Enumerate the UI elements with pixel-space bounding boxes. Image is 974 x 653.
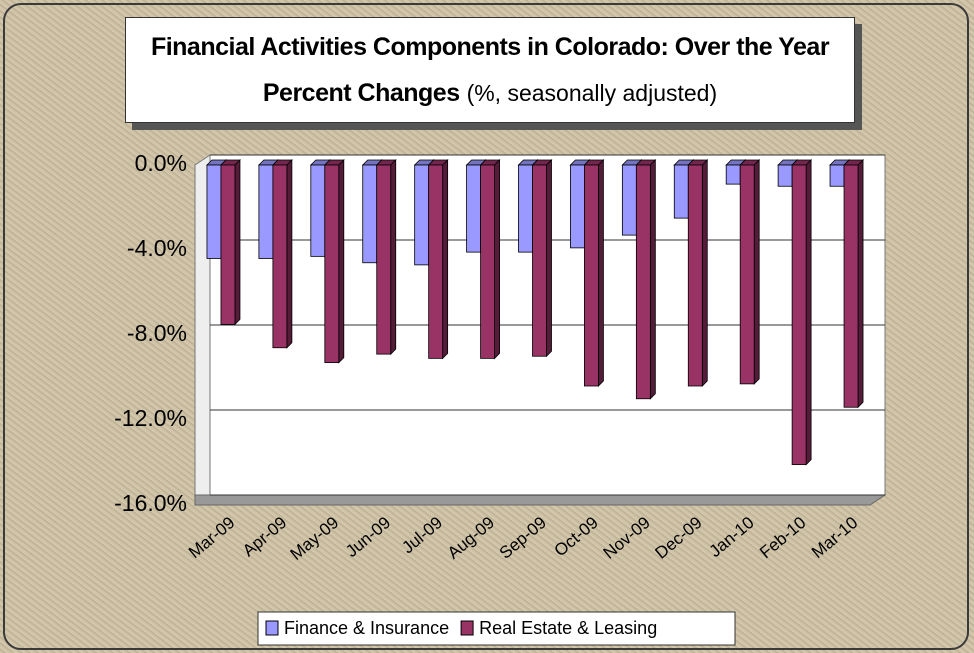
bar [323, 159, 345, 364]
bar-face [777, 164, 793, 187]
bar [843, 159, 865, 409]
bar [635, 159, 657, 400]
bar-face [324, 164, 340, 364]
bar-face [584, 164, 599, 387]
chart-title: Financial Activities Components in Color… [150, 33, 830, 107]
legend-box [257, 611, 736, 646]
x-tick-label: Jan-10 [706, 513, 758, 561]
y-tick-label: -12.0% [114, 405, 187, 431]
bar [427, 159, 449, 360]
bar-face [687, 164, 703, 387]
bar-face [621, 164, 637, 236]
bar-face [829, 164, 845, 187]
bar-side [494, 159, 500, 360]
bar-face [791, 164, 807, 466]
bar-face [258, 164, 274, 259]
bar-face [376, 164, 392, 355]
legend-swatch [460, 620, 474, 636]
bar [583, 159, 605, 387]
chart-panel [3, 3, 969, 650]
bar-face [362, 164, 378, 264]
bar [479, 159, 501, 360]
x-tick-label: Aug-09 [444, 513, 498, 563]
bar-side [857, 159, 864, 409]
bar-face [220, 164, 236, 325]
bar-face [673, 164, 689, 219]
bar-face [466, 164, 481, 253]
x-tick-label: May-09 [287, 513, 343, 564]
bar-face [428, 164, 444, 359]
bar-side [390, 159, 397, 356]
bar-side [286, 159, 293, 349]
bar [271, 159, 293, 349]
bar [687, 159, 709, 387]
bar [219, 159, 241, 326]
bar-side [338, 159, 345, 364]
bar [531, 159, 553, 358]
title-box: Financial Activities Components in Color… [125, 17, 855, 123]
bar-side [546, 159, 552, 358]
bar [739, 159, 761, 385]
x-tick-label: Feb-10 [756, 513, 809, 562]
x-tick-label: Jul-09 [398, 513, 446, 557]
x-tick-label: Nov-09 [600, 513, 654, 563]
floor [194, 494, 887, 506]
legend-swatch [265, 620, 279, 636]
chart-subtitle: (%, seasonally adjusted) [466, 80, 718, 106]
bar-face [310, 164, 326, 257]
bar [791, 159, 813, 466]
bar-face [518, 164, 533, 253]
x-tick-label: Mar-09 [185, 513, 238, 562]
bar-side [753, 159, 760, 385]
legend-label: Finance & Insurance [284, 618, 449, 638]
x-tick-label: Jun-09 [342, 513, 394, 561]
y-tick-label: -4.0% [127, 235, 187, 261]
bar-face [414, 164, 430, 266]
x-tick-label: Apr-09 [239, 513, 290, 560]
bar-face [272, 164, 288, 349]
bar-side [805, 159, 812, 466]
y-tick-label: -8.0% [127, 320, 187, 346]
bar [375, 159, 397, 356]
bar-face [725, 164, 741, 185]
bar-face [532, 164, 547, 357]
bar-face [843, 164, 859, 408]
x-tick-label: Mar-10 [808, 513, 861, 562]
bar-face [206, 164, 222, 259]
bar-side [442, 159, 449, 360]
bar-face [480, 164, 495, 359]
bar-side [598, 159, 604, 387]
x-tick-label: Oct-09 [551, 513, 602, 560]
bar-side [701, 159, 708, 387]
bar-side [234, 159, 241, 326]
legend-label: Real Estate & Leasing [479, 618, 657, 638]
bar-side [649, 159, 656, 400]
y-tick-label: 0.0% [135, 150, 187, 176]
x-tick-label: Dec-09 [652, 513, 706, 563]
bar-face [739, 164, 755, 385]
x-tick-label: Sep-09 [496, 513, 550, 563]
bar-face [635, 164, 651, 400]
y-tick-label: -16.0% [114, 490, 187, 516]
bar-face [570, 164, 585, 249]
